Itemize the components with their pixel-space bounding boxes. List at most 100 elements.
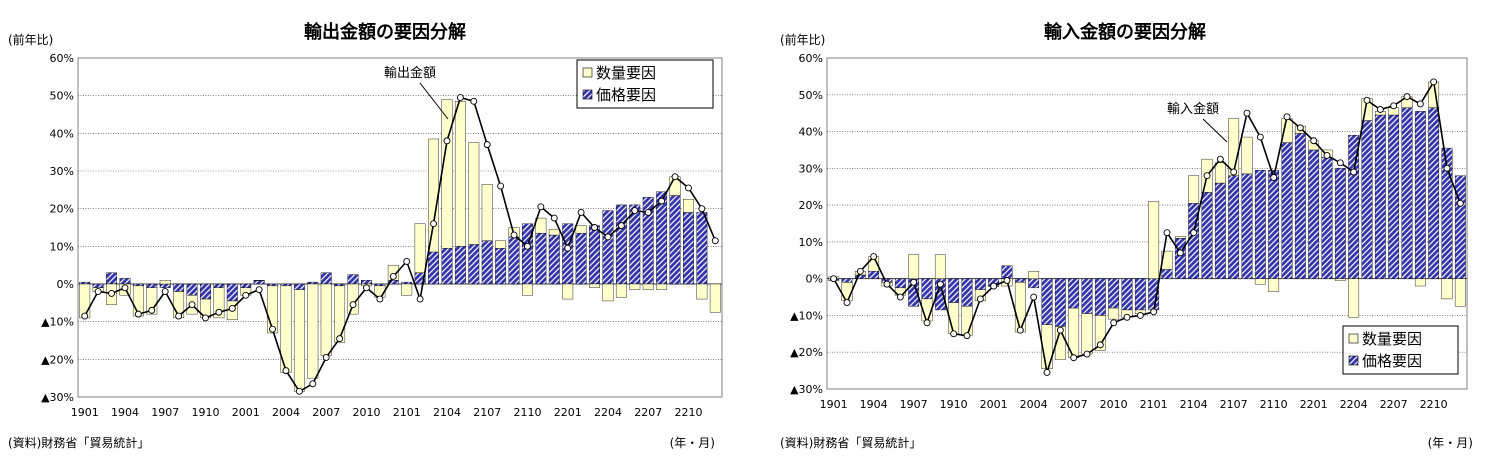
- x-tick-label: 1901: [820, 398, 848, 411]
- x-tick-label: 2001: [232, 406, 260, 419]
- x-tick-label: 1910: [940, 398, 968, 411]
- total-marker: [843, 299, 851, 307]
- total-marker: [1110, 319, 1118, 327]
- total-marker: [910, 278, 918, 286]
- total-marker: [121, 284, 129, 292]
- total-marker: [830, 275, 838, 283]
- x-tick-label: 2107: [473, 406, 501, 419]
- y-tick-label: ▲10%: [790, 309, 823, 322]
- plot-area: [826, 57, 1468, 390]
- price-bar: [1134, 278, 1146, 311]
- source-note: (資料)財務省「貿易統計」: [8, 435, 149, 450]
- total-marker: [1443, 164, 1451, 172]
- chart-title: 輸入金額の要因分解: [1044, 21, 1206, 43]
- price-bar: [1108, 278, 1120, 309]
- total-marker: [336, 335, 344, 343]
- total-marker: [577, 208, 585, 216]
- quantity-bar: [535, 217, 547, 234]
- total-marker: [564, 244, 572, 252]
- price-bar: [683, 212, 694, 285]
- price-bar: [79, 281, 91, 285]
- quantity-bar: [602, 283, 614, 302]
- y-tick-label: ▲30%: [41, 391, 74, 404]
- total-marker: [1203, 172, 1211, 180]
- line-annotation: 輸出金額: [384, 65, 436, 81]
- price-bar: [334, 283, 346, 287]
- total-marker: [990, 282, 998, 290]
- price-bar: [1388, 114, 1400, 279]
- quantity-bar: [1094, 315, 1106, 351]
- price-bar: [1321, 157, 1333, 279]
- total-marker: [1083, 350, 1091, 358]
- total-marker: [671, 173, 679, 181]
- price-bar: [1174, 238, 1186, 279]
- price-bar: [1241, 173, 1253, 279]
- quantity-bar: [414, 223, 426, 273]
- total-marker: [1016, 326, 1024, 334]
- quantity-bar: [1148, 201, 1160, 279]
- price-bar: [428, 251, 439, 285]
- total-marker: [1376, 106, 1384, 113]
- total-marker: [322, 354, 330, 361]
- quantity-bar: [213, 287, 225, 319]
- legend-label-quantity: 数量要因: [596, 64, 656, 82]
- total-marker: [537, 203, 545, 211]
- y-tick-label: ▲20%: [41, 353, 74, 366]
- quantity-bar: [1348, 278, 1360, 318]
- price-bar: [106, 272, 117, 285]
- quantity-bar: [1054, 326, 1066, 360]
- export-panel: 60% 50% 40% 30% 20% 10% 0% ▲10% ▲20% ▲30% 1901 1904…: [0, 0, 740, 474]
- price-bar: [347, 274, 359, 285]
- total-marker: [1350, 168, 1358, 176]
- quantity-bar: [253, 280, 265, 281]
- y-tick-label: 30%: [50, 165, 74, 178]
- legend-box: [1342, 325, 1459, 375]
- total-marker: [1190, 229, 1198, 237]
- total-marker: [483, 141, 491, 149]
- total-marker: [1150, 308, 1158, 316]
- quantity-bar: [334, 285, 346, 343]
- y-tick-label: 40%: [50, 127, 74, 140]
- total-marker: [1403, 93, 1411, 101]
- total-marker: [269, 325, 276, 333]
- price-bar: [1001, 265, 1013, 279]
- total-marker: [430, 220, 437, 228]
- x-tick-label: 2004: [272, 406, 300, 419]
- price-bar: [1228, 175, 1240, 279]
- total-marker: [282, 367, 290, 375]
- import-chart: 60% 50% 40% 30% 20% 10% 0% ▲10% ▲20% ▲30% 1901 1904…: [780, 21, 1473, 450]
- quantity-bar: [1214, 162, 1226, 184]
- total-marker: [470, 97, 478, 105]
- export-chart: 60% 50% 40% 30% 20% 10% 0% ▲10% ▲20% ▲30% 1901 1904…: [8, 21, 723, 450]
- annotation-arrow: [419, 82, 449, 120]
- price-bar: [132, 283, 144, 287]
- price-bar: [602, 210, 614, 285]
- price-bar: [696, 212, 708, 285]
- price-bar: [1121, 278, 1133, 311]
- y-tick-label: 50%: [50, 90, 74, 103]
- y-tick-label: 30%: [799, 162, 823, 175]
- price-bar: [589, 225, 600, 285]
- total-marker: [1270, 174, 1278, 181]
- total-marker: [936, 280, 944, 288]
- price-bar: [1094, 278, 1106, 316]
- y-tick-label: 20%: [799, 199, 823, 212]
- price-bar: [481, 240, 493, 285]
- total-marker: [976, 295, 984, 303]
- price-bar: [1214, 182, 1226, 279]
- price-bar: [961, 278, 973, 307]
- total-marker: [148, 306, 156, 314]
- total-line: [833, 79, 1462, 373]
- total-marker: [202, 314, 209, 322]
- quantity-bar: [1081, 313, 1093, 355]
- total-marker: [923, 319, 931, 327]
- total-marker: [1243, 109, 1251, 117]
- total-marker: [698, 205, 706, 213]
- total-marker: [685, 184, 692, 192]
- price-bar: [374, 283, 386, 287]
- total-marker: [550, 214, 558, 222]
- quantity-bar: [934, 254, 946, 279]
- quantity-bar: [961, 306, 973, 336]
- total-marker: [1296, 124, 1304, 132]
